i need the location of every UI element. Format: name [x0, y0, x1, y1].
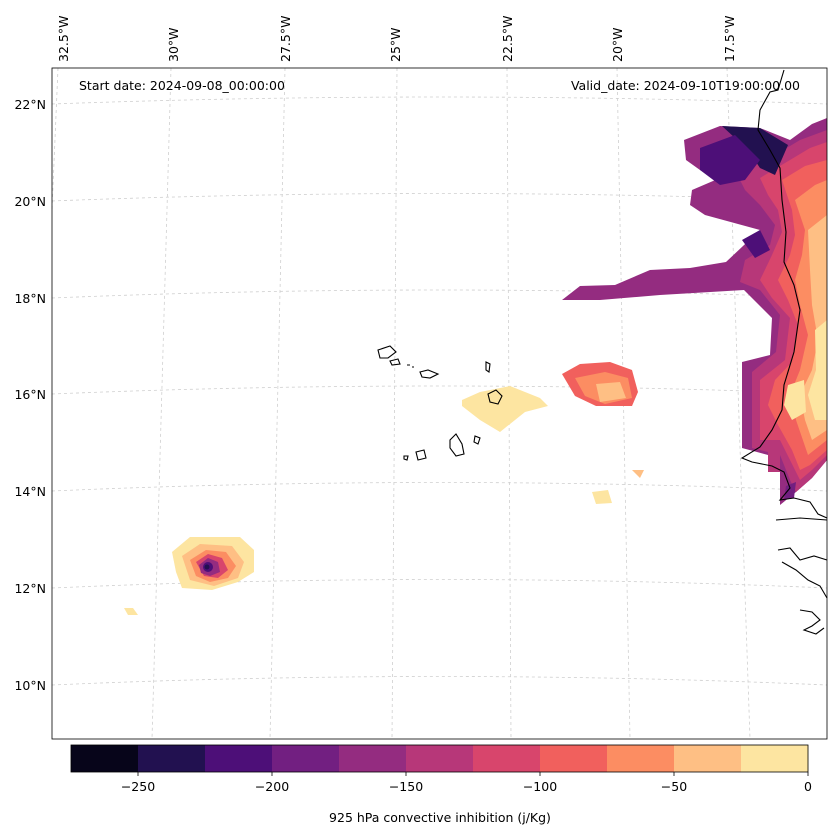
lon-labels: 32.5°W 30°W 27.5°W 25°W 22.5°W 20°W 17.5… [56, 16, 737, 62]
lat-label: 22°N [14, 97, 46, 112]
colorbar: −250 −200 −150 −100 −50 0 [70, 744, 812, 794]
map-frame [51, 67, 828, 740]
meridian-17-5w [726, 67, 751, 740]
lat-label: 14°N [14, 484, 46, 499]
parallel-10n [51, 676, 828, 686]
colorbar-label: 925 hPa convective inhibition (j/Kg) [329, 810, 551, 825]
island-sal [485, 361, 491, 373]
island-santo-antao [377, 345, 397, 359]
colorbar-tick-label: −100 [523, 779, 557, 794]
parallel-12n [51, 579, 828, 589]
coastlines [377, 69, 828, 635]
meridian-27-5w [269, 67, 286, 740]
meridian-25w [391, 67, 398, 740]
cin-field-northeast [562, 118, 827, 505]
island-sao-vicente [389, 358, 401, 366]
island-sao-nicolau [419, 369, 440, 379]
lat-label: 10°N [14, 678, 46, 693]
parallel-18n [51, 289, 828, 299]
colorbar-bin [339, 745, 407, 772]
lon-label: 27.5°W [278, 16, 293, 62]
colorbar-bin [473, 745, 541, 772]
lat-label: 12°N [14, 581, 46, 596]
valid-date-label: Valid_date: 2024-09-10T19:00:00.00 [571, 78, 800, 93]
colorbar-bin [741, 745, 809, 772]
cin-field-southwest [124, 537, 254, 615]
island-maio [473, 435, 481, 445]
meridian-22-5w [506, 67, 512, 740]
lon-label: 30°W [166, 27, 181, 62]
parallel-20n [51, 193, 828, 202]
colorbar-bin [205, 745, 273, 772]
meridian-20w [616, 67, 631, 740]
lon-label: 32.5°W [56, 16, 71, 62]
colorbar-tick-label: −200 [255, 779, 289, 794]
colorbar-bin [71, 745, 139, 772]
meridian-30w [151, 67, 172, 740]
parallel-16n [51, 385, 828, 395]
guinea-coast [775, 517, 828, 635]
graticule [51, 67, 828, 740]
lat-label: 20°N [14, 194, 46, 209]
lon-label: 22.5°W [500, 16, 515, 62]
colorbar-tick-label: −250 [121, 779, 155, 794]
island-boa-vista [487, 389, 503, 405]
islets [407, 364, 414, 368]
lon-label: 25°W [388, 27, 403, 62]
colorbar-tick-label: −50 [661, 779, 687, 794]
colorbar-bin [540, 745, 608, 772]
parallel-14n [51, 482, 828, 492]
lat-label: 18°N [14, 291, 46, 306]
africa-coastline [740, 69, 828, 519]
parallel-22n [51, 96, 828, 105]
lat-labels: 22°N 20°N 18°N 16°N 14°N 12°N 10°N [14, 97, 46, 693]
colorbar-tick-label: 0 [804, 779, 812, 794]
island-fogo [415, 449, 427, 461]
lon-label: 20°W [610, 27, 625, 62]
colorbar-bin [607, 745, 675, 772]
colorbar-bin [674, 745, 742, 772]
island-brava [403, 455, 409, 461]
start-date-label: Start date: 2024-09-08_00:00:00 [79, 78, 285, 93]
cin-field-central [462, 362, 644, 504]
colorbar-tick-label: −150 [389, 779, 423, 794]
colorbar-bin [272, 745, 340, 772]
colorbar-bin [406, 745, 474, 772]
colorbar-bin [138, 745, 206, 772]
island-santiago [449, 433, 465, 457]
map-area [52, 68, 827, 739]
lat-label: 16°N [14, 387, 46, 402]
colorbar-border [70, 744, 809, 773]
lon-label: 17.5°W [722, 16, 737, 62]
